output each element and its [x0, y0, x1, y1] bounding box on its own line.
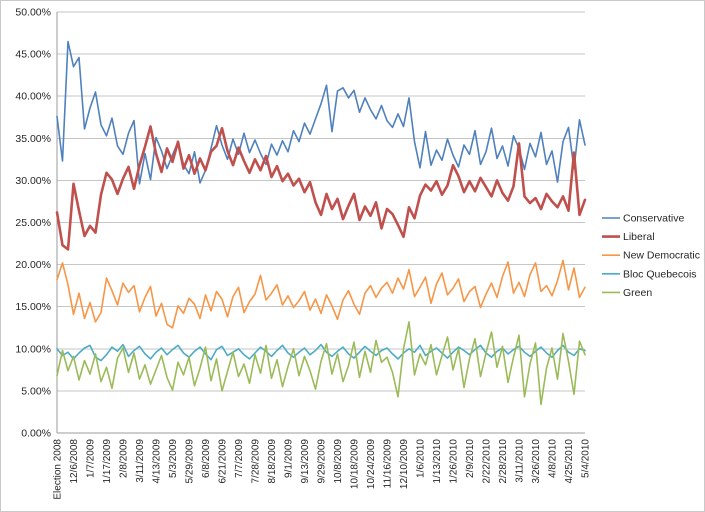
- x-axis-label: 5/3/2009: [168, 439, 179, 478]
- legend-label: New Democratic: [623, 250, 700, 262]
- y-axis-label: 0.00%: [21, 428, 51, 440]
- legend-label: Green: [623, 287, 652, 299]
- x-axis-label: 2/9/2010: [465, 439, 476, 478]
- legend-item-green: Green: [602, 287, 652, 299]
- x-axis-label: 2/28/2010: [498, 439, 509, 484]
- x-axis-label: 12/10/2009: [399, 439, 410, 489]
- x-axis-label: 1/6/2010: [416, 439, 427, 478]
- series-line-green: [56, 321, 586, 406]
- x-axis-label: 3/11/2009: [135, 439, 146, 483]
- series-line-liberal: [55, 125, 587, 251]
- x-axis-label: 2/22/2010: [482, 439, 493, 484]
- legend-label: Liberal: [623, 231, 655, 243]
- legend-item-conservative: Conservative: [602, 213, 684, 225]
- y-axis-labels: 0.00% 5.00% 10.00% 15.00% 20.00% 25.00% 30.00%…: [15, 7, 51, 440]
- y-axis-label: 35.00%: [15, 133, 51, 145]
- y-axis-label: 50.00%: [15, 7, 51, 19]
- x-axis-label: 7/7/2009: [234, 439, 245, 478]
- legend-item-new-democratic: New Democratic: [602, 250, 700, 262]
- x-axis-label: Election 2008: [53, 439, 64, 500]
- x-axis-label: 10/18/2009: [350, 439, 361, 489]
- series-line-conservative: [56, 40, 586, 185]
- series-lines: [55, 40, 587, 406]
- y-axis-label: 40.00%: [15, 91, 51, 103]
- legend-label: Conservative: [623, 213, 684, 225]
- x-axis-label: 6/8/2009: [201, 439, 212, 478]
- legend: Conservative Liberal New Democratic Bloc Qu…: [602, 213, 700, 299]
- x-axis-label: 10/24/2009: [366, 439, 377, 489]
- legend-label: Bloc Quebecois: [623, 268, 697, 280]
- x-axis-label: 5/4/2010: [581, 439, 592, 478]
- y-axis-label: 10.00%: [15, 343, 51, 355]
- gridlines: [57, 11, 585, 392]
- x-axis-label: 4/25/2010: [564, 439, 575, 484]
- y-axis-label: 45.00%: [15, 49, 51, 61]
- x-axis-label: 9/1/2009: [284, 439, 295, 478]
- x-axis-label: 9/13/2009: [300, 439, 311, 484]
- x-axis-label: 1/17/2009: [102, 439, 113, 484]
- x-axis-label: 3/11/2010: [515, 439, 526, 483]
- x-axis-label: 1/26/2010: [449, 439, 460, 484]
- y-axis-label: 20.00%: [15, 259, 51, 271]
- x-axis-label: 7/28/2009: [251, 439, 262, 484]
- x-axis-label: 4/8/2010: [548, 439, 559, 478]
- series-line-new-democratic: [56, 259, 586, 329]
- x-axis-label: 3/26/2010: [531, 439, 542, 484]
- legend-item-liberal: Liberal: [602, 231, 655, 243]
- y-axis-label: 15.00%: [15, 301, 51, 313]
- x-axis-label: 9/29/2009: [317, 439, 328, 484]
- x-axis-label: 11/16/2009: [383, 439, 394, 489]
- x-axis-label: 6/21/2009: [218, 439, 229, 484]
- series-line-bloc-quebecois: [56, 343, 586, 362]
- x-axis-label: 4/13/2009: [152, 439, 163, 484]
- x-axis-label: 8/18/2009: [267, 439, 278, 484]
- x-axis-label: 12/6/2008: [69, 439, 80, 484]
- y-axis-label: 25.00%: [15, 217, 51, 229]
- x-axis-label: 1/7/2009: [86, 439, 97, 478]
- axes: [56, 12, 585, 434]
- x-axis-label: 5/29/2009: [185, 439, 196, 484]
- x-axis-label: 1/13/2010: [432, 439, 443, 484]
- legend-item-bloc-quebecois: Bloc Quebecois: [602, 268, 697, 280]
- y-axis-label: 30.00%: [15, 175, 51, 187]
- x-axis-label: 2/8/2009: [119, 439, 130, 478]
- y-axis-label: 5.00%: [21, 385, 51, 397]
- x-axis-label: 10/8/2009: [333, 439, 344, 484]
- x-axis-labels: Election 2008 12/6/2008 1/7/2009 1/17/2009 2…: [53, 439, 592, 500]
